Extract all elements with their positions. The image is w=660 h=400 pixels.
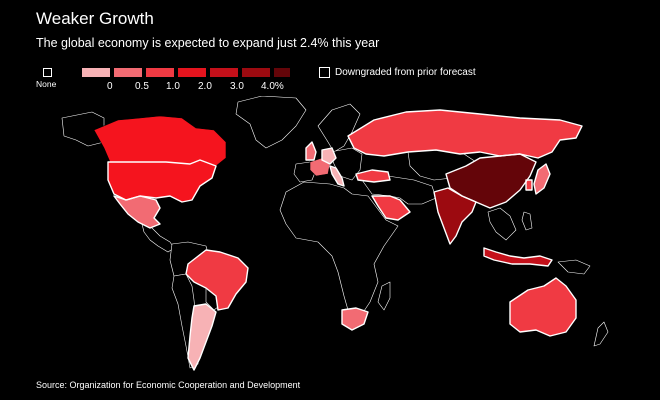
legend-swatch-5 [210,68,238,77]
legend-swatch-6 [242,68,270,77]
legend-swatch-4 [178,68,206,77]
outline-mexico [113,195,161,229]
outline-united-kingdom [305,141,317,161]
legend-swatch-1 [82,68,110,77]
new-zealand-shape [593,321,609,347]
southeast-asia-shape [487,207,517,241]
outline-germany [321,147,337,165]
outline-turkey [355,169,391,183]
legend-swatch-3 [146,68,174,77]
legend-swatch-7 [274,68,290,77]
outline-japan [533,163,551,195]
none-swatch [43,68,52,77]
outline-saudi-arabia [371,195,411,221]
philippines-shape [521,211,533,231]
central-america-shape [141,223,175,253]
world-map [61,96,609,371]
downgraded-label: Downgraded from prior forecast [335,67,476,78]
madagascar-shape [377,281,391,311]
legend-tick-2.0: 2.0 [198,81,212,92]
outline-russia [347,109,583,159]
outline-china [445,153,537,209]
outline-south-africa [341,307,369,331]
alaska-shape [61,111,105,147]
legend-tick-0.5: 0.5 [135,81,149,92]
none-label: None [36,79,57,89]
country-mexico [113,195,161,229]
country-canada [93,115,227,167]
legend-tick-4.0: 4.0% [261,81,284,92]
scandinavia-shape [317,103,361,153]
legend-tick-1.0: 1.0 [166,81,180,92]
chart-title: Weaker Growth [36,9,154,28]
source-note: Source: Organization for Economic Cooper… [36,380,301,390]
legend-tick-3.0: 3.0 [230,81,244,92]
outline-brazil [185,249,249,311]
greenland-shape [235,96,307,149]
downgraded-swatch [319,67,330,78]
africa-shape [279,181,399,315]
outline-south-korea [525,179,533,191]
legend-tick-0: 0 [107,81,113,92]
new-guinea-shape [557,259,591,275]
legend: None 0 0.5 1.0 2.0 3.0 4.0% Downgraded f… [36,64,636,100]
outline-australia [509,277,577,337]
outline-argentina [187,303,217,371]
chart-subtitle: The global economy is expected to expand… [36,36,380,50]
downgraded-outlines [107,109,583,371]
legend-swatch-2 [114,68,142,77]
country-united-states [107,159,217,203]
outline-indonesia [483,247,553,267]
outline-italy [329,165,345,187]
